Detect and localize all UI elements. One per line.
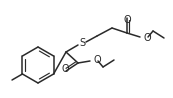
Text: O: O [61, 64, 69, 74]
Text: O: O [143, 33, 151, 43]
Text: O: O [123, 15, 131, 25]
Text: O: O [93, 55, 101, 65]
Text: S: S [79, 38, 85, 48]
